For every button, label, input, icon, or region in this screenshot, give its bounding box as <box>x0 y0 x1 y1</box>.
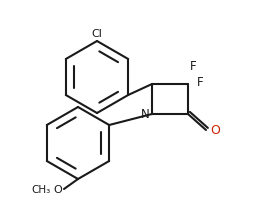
Text: O: O <box>210 124 220 138</box>
Text: O: O <box>53 185 62 195</box>
Text: CH₃: CH₃ <box>32 185 51 195</box>
Text: Cl: Cl <box>91 29 102 39</box>
Text: N: N <box>141 109 150 121</box>
Text: F: F <box>190 60 196 73</box>
Text: F: F <box>197 77 204 89</box>
